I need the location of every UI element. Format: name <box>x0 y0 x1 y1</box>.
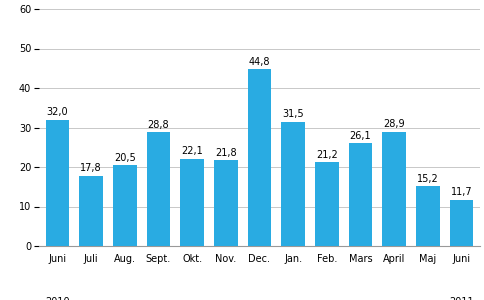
Text: 17,8: 17,8 <box>80 163 102 173</box>
Text: 2011: 2011 <box>448 297 473 300</box>
Text: 20,5: 20,5 <box>114 153 136 163</box>
Bar <box>79 176 103 246</box>
Text: 32,0: 32,0 <box>46 107 68 117</box>
Text: 21,8: 21,8 <box>214 148 236 158</box>
Bar <box>382 132 405 246</box>
Text: 2010: 2010 <box>45 297 70 300</box>
Bar <box>146 132 170 246</box>
Text: 21,2: 21,2 <box>316 150 337 160</box>
Text: 28,8: 28,8 <box>147 120 169 130</box>
Text: 22,1: 22,1 <box>181 146 202 156</box>
Text: 44,8: 44,8 <box>248 57 270 67</box>
Text: 11,7: 11,7 <box>450 188 471 197</box>
Text: 26,1: 26,1 <box>349 130 371 140</box>
Bar <box>348 143 372 246</box>
Bar <box>45 120 69 246</box>
Bar <box>449 200 472 246</box>
Bar <box>315 162 338 246</box>
Text: 15,2: 15,2 <box>416 174 438 184</box>
Bar <box>247 69 271 246</box>
Bar <box>113 165 136 246</box>
Text: 31,5: 31,5 <box>282 109 303 119</box>
Bar <box>180 159 203 246</box>
Bar <box>415 186 439 246</box>
Text: 28,9: 28,9 <box>383 119 404 130</box>
Bar <box>281 122 304 246</box>
Bar <box>213 160 237 246</box>
